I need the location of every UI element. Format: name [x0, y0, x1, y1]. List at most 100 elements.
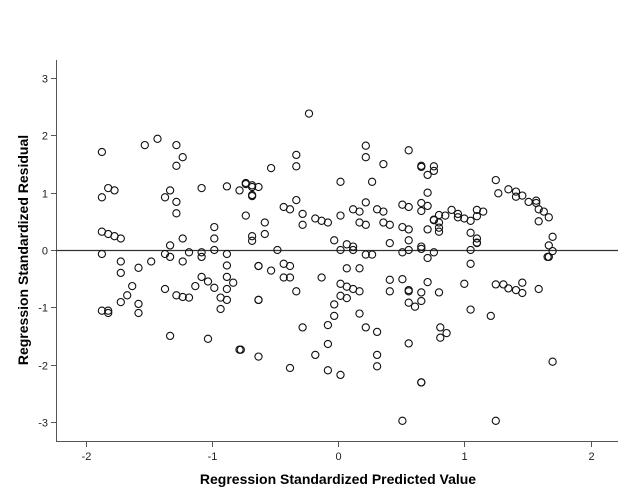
- data-point: [222, 295, 232, 305]
- data-point: [417, 296, 426, 306]
- data-point: [104, 308, 113, 318]
- data-point: [134, 308, 143, 318]
- data-point: [410, 302, 420, 311]
- data-point: [254, 261, 263, 271]
- data-point: [153, 134, 162, 143]
- data-point: [160, 193, 170, 202]
- y-tick-label: 1: [42, 189, 48, 201]
- data-point: [504, 284, 513, 293]
- y-tick-label: 0: [42, 246, 48, 258]
- data-point: [285, 205, 295, 214]
- data-point: [172, 161, 181, 170]
- data-point: [434, 227, 444, 236]
- data-point: [472, 205, 482, 215]
- data-point: [140, 140, 149, 150]
- data-point: [544, 241, 553, 250]
- data-point: [254, 182, 263, 192]
- data-point: [429, 162, 439, 171]
- data-point: [423, 201, 432, 211]
- data-point: [184, 293, 194, 302]
- x-tick-label: 1: [461, 451, 467, 463]
- data-point: [285, 261, 295, 271]
- y-axis-title: Regression Standardized Residual: [15, 135, 31, 365]
- data-point: [260, 218, 269, 227]
- data-point: [434, 210, 444, 220]
- data-point: [266, 266, 276, 275]
- data-point: [184, 248, 194, 257]
- data-point: [116, 257, 125, 266]
- data-point: [323, 218, 333, 227]
- data-point: [355, 264, 364, 273]
- data-point: [236, 345, 245, 354]
- data-point: [417, 242, 426, 251]
- data-point: [385, 220, 394, 229]
- data-point: [436, 323, 445, 332]
- data-point: [429, 248, 439, 257]
- data-point: [128, 281, 137, 291]
- data-point: [511, 285, 521, 295]
- y-tick-label: -2: [38, 361, 48, 373]
- data-point: [518, 191, 527, 200]
- data-point: [323, 339, 333, 349]
- data-point: [417, 244, 426, 254]
- data-point: [97, 193, 107, 202]
- y-tick-label: 2: [42, 131, 48, 143]
- data-point: [292, 150, 301, 160]
- data-point: [511, 187, 521, 196]
- data-point: [404, 146, 413, 155]
- data-point: [203, 334, 213, 343]
- data-point: [423, 277, 432, 287]
- data-point: [417, 161, 426, 170]
- x-tick-label: 0: [335, 451, 341, 463]
- data-point: [348, 242, 358, 251]
- y-tick-label: 3: [42, 74, 48, 86]
- data-point: [134, 263, 143, 272]
- data-point: [178, 153, 187, 162]
- data-point: [548, 232, 557, 241]
- data-point: [423, 188, 432, 197]
- data-point: [385, 238, 394, 248]
- data-point: [222, 261, 232, 270]
- data-point: [442, 328, 451, 338]
- data-point: [544, 213, 553, 222]
- data-point: [472, 212, 482, 221]
- data-point: [466, 259, 475, 268]
- data-point: [441, 211, 450, 220]
- data-point: [466, 305, 475, 314]
- data-point: [210, 245, 219, 255]
- data-point: [472, 234, 482, 243]
- data-point: [532, 198, 541, 208]
- data-point: [385, 275, 394, 284]
- data-point: [367, 250, 377, 259]
- data-point: [361, 153, 370, 162]
- data-point: [123, 291, 132, 300]
- data-point: [317, 216, 326, 225]
- data-point: [273, 245, 282, 255]
- data-point: [222, 249, 232, 259]
- data-point: [361, 323, 370, 332]
- data-point: [404, 298, 413, 307]
- data-point: [361, 141, 370, 150]
- x-tick-label: 2: [588, 451, 594, 463]
- data-point: [398, 416, 407, 425]
- data-point: [247, 236, 257, 245]
- data-point: [543, 252, 552, 262]
- data-point: [511, 192, 521, 201]
- data-point: [336, 177, 345, 186]
- data-point: [379, 207, 388, 216]
- data-point: [491, 280, 500, 289]
- data-point: [216, 304, 225, 314]
- data-point: [197, 272, 206, 282]
- data-point: [534, 217, 543, 226]
- data-point: [165, 331, 175, 341]
- data-point: [304, 109, 314, 118]
- data-point: [539, 207, 548, 216]
- data-point: [266, 163, 276, 173]
- data-point: [222, 272, 232, 282]
- data-point: [172, 209, 181, 218]
- data-point: [298, 220, 307, 229]
- data-point: [404, 245, 413, 255]
- x-tick-label: -1: [208, 451, 218, 463]
- data-point: [367, 177, 377, 186]
